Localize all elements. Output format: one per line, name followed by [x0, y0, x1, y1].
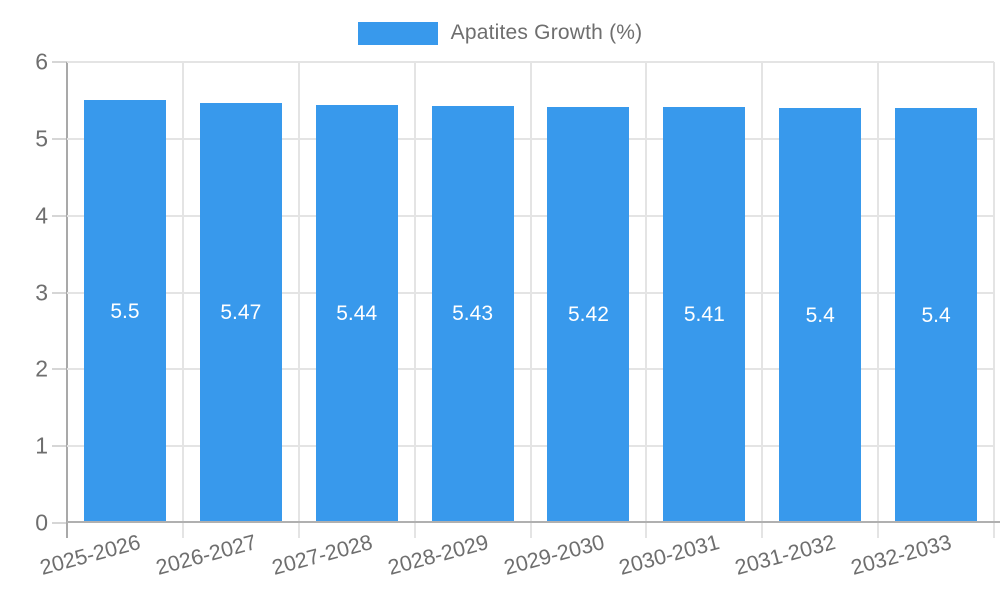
chart-legend: Apatites Growth (%): [0, 21, 1000, 45]
vertical-gridline: [877, 62, 880, 538]
bar-value-label: 5.4: [921, 303, 951, 327]
x-axis-line: [67, 521, 1000, 523]
x-tick-label: 2027-2028: [269, 530, 375, 580]
y-tick-label: 4: [35, 202, 48, 229]
vertical-gridline: [993, 62, 995, 538]
bar-value-label: 5.5: [110, 299, 140, 323]
y-tick-label: 6: [35, 48, 48, 75]
x-tick-label: 2032-2033: [848, 530, 955, 580]
bar-value-label: 5.42: [568, 302, 609, 326]
vertical-gridline: [761, 62, 764, 538]
bar-2027-2028[interactable]: 5.44: [315, 105, 398, 523]
vertical-gridline: [297, 62, 300, 538]
bar-2032-2033[interactable]: 5.4: [895, 108, 978, 523]
plot-area: 5.5 5.47 5.44 5.43 5.42 5.41 5.4 5.4: [67, 61, 995, 538]
bar-value-label: 5.44: [336, 302, 378, 326]
bar-2028-2029[interactable]: 5.43: [431, 105, 514, 523]
y-tick-mark: [52, 368, 67, 371]
bar-2026-2027[interactable]: 5.47: [199, 102, 282, 523]
vertical-gridline: [645, 62, 648, 538]
vertical-gridline: [529, 62, 532, 538]
y-tick-mark: [52, 522, 67, 524]
x-tick-label: 2031-2032: [732, 530, 839, 580]
legend-color-swatch: [357, 21, 438, 45]
y-tick-mark: [52, 291, 67, 294]
y-tick-label: 1: [35, 432, 48, 459]
x-axis-labels: 2025-2026 2026-2027 2027-2028 2028-2029 2029…: [38, 530, 994, 600]
y-tick-mark: [52, 445, 67, 448]
x-tick-label: 2030-2031: [616, 530, 723, 580]
bar-2031-2032[interactable]: 5.4: [779, 108, 862, 523]
vertical-gridline: [181, 62, 184, 538]
y-tick-label: 0: [35, 509, 48, 536]
bar-value-label: 5.43: [452, 302, 493, 326]
bar-2025-2026[interactable]: 5.5: [83, 100, 166, 523]
y-tick-label: 3: [35, 279, 48, 305]
y-axis-labels: 0 1 2 3 4 5 6: [0, 49, 48, 536]
x-tick-label: 2029-2030: [501, 530, 607, 580]
legend-label: Apatites Growth (%): [450, 21, 643, 44]
vertical-gridline: [413, 62, 416, 538]
bar-value-label: 5.47: [220, 300, 262, 324]
x-tick-label: 2028-2029: [385, 530, 491, 580]
y-tick-label: 5: [35, 125, 48, 152]
y-tick-mark: [52, 137, 67, 140]
y-tick-mark: [52, 61, 67, 63]
x-tick-label: 2026-2027: [153, 530, 260, 580]
bar-2029-2030[interactable]: 5.42: [547, 106, 630, 523]
bar-2030-2031[interactable]: 5.41: [663, 107, 746, 523]
x-tick-label: 2025-2026: [37, 530, 144, 580]
bar-value-label: 5.4: [805, 303, 835, 327]
y-axis-line: [66, 62, 68, 538]
bar-value-label: 5.41: [683, 303, 725, 327]
legend-item[interactable]: Apatites Growth (%): [357, 21, 643, 45]
y-axis-ticks: [52, 61, 67, 524]
y-tick-label: 2: [35, 355, 48, 382]
y-tick-mark: [52, 214, 67, 217]
